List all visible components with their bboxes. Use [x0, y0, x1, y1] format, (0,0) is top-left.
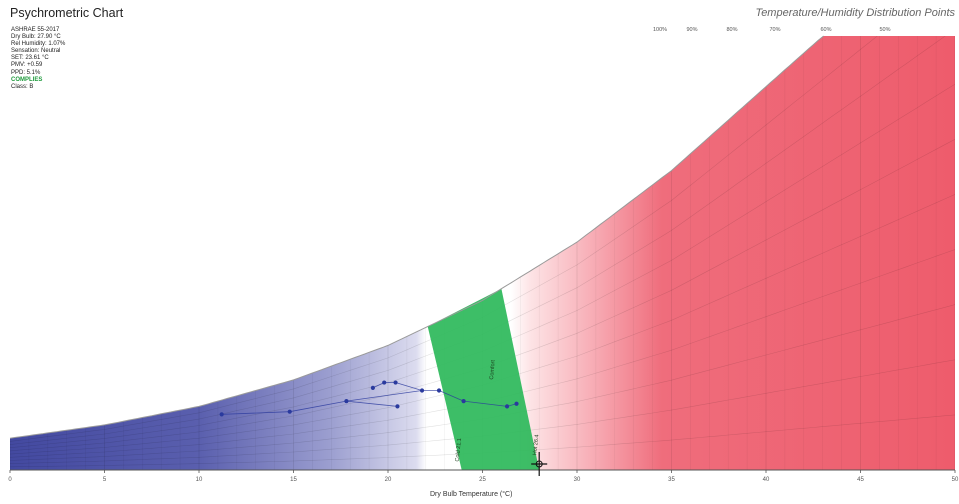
- chart-title: Psychrometric Chart: [10, 6, 124, 20]
- x-tick-label: 10: [196, 477, 203, 483]
- x-tick-label: 50: [952, 477, 959, 483]
- x-axis-label: Dry Bulb Temperature (°C): [430, 491, 513, 498]
- info-standard: ASHRAE 55-2017: [11, 27, 60, 33]
- crosshair-cursor[interactable]: [531, 452, 548, 476]
- data-point: [395, 404, 400, 409]
- rh-label: 100%: [653, 27, 667, 33]
- zone-label: Cold 21.1: [455, 438, 463, 462]
- chart-subtitle: Temperature/Humidity Distribution Points: [755, 7, 955, 19]
- data-point: [382, 380, 387, 385]
- psychrometric-area: [10, 36, 955, 470]
- zone-label: Comfort: [489, 359, 497, 379]
- data-point: [393, 380, 398, 385]
- comfort-info-panel: ASHRAE 55-2017 Dry Bulb: 27.90 °C Rel Hu…: [11, 27, 65, 91]
- x-tick-label: 15: [290, 477, 297, 483]
- x-tick-label: 40: [763, 477, 770, 483]
- rh-label: 60%: [820, 27, 831, 33]
- point-connector: [346, 400, 398, 407]
- point-connector: [221, 411, 290, 415]
- info-class: Class: B: [11, 83, 34, 90]
- rh-label: 90%: [686, 27, 697, 33]
- x-tick-label: 35: [668, 477, 675, 483]
- info-set: SET: 23.61 °C: [11, 55, 49, 62]
- data-point: [219, 412, 224, 417]
- x-axis-ticks: 0 5 10 15 20 25 30 35 40 45 50: [8, 470, 959, 483]
- data-point: [344, 399, 349, 404]
- point-connector: [438, 390, 464, 402]
- info-pmv: PMV: +0.59: [11, 62, 43, 69]
- data-point: [436, 388, 442, 393]
- zone-label: Hot 26.4: [532, 434, 540, 455]
- point-connector: [346, 390, 423, 402]
- info-ppd: PPD: 5.1%: [11, 69, 41, 76]
- data-point: [461, 399, 466, 404]
- info-dry-bulb: Dry Bulb: 27.90 °C: [11, 34, 61, 41]
- comfort-zone: [427, 288, 540, 470]
- rh-labels: 100% 90% 80% 70% 60% 50%: [653, 27, 891, 33]
- data-point: [287, 409, 292, 414]
- data-point: [514, 401, 519, 406]
- rh-label: 80%: [726, 27, 737, 33]
- x-tick-label: 45: [857, 477, 864, 483]
- info-sensation: Sensation: Neutral: [11, 48, 61, 55]
- saturation-curve: [9, 35, 824, 439]
- info-compliance-status: COMPLIES: [11, 76, 43, 83]
- x-tick-label: 0: [8, 477, 12, 483]
- data-point: [504, 404, 510, 409]
- data-points: [219, 380, 519, 417]
- point-connector: [289, 400, 347, 413]
- comfort-zone-labels: Cold 21.1 Hot 26.4 Comfort: [455, 359, 541, 461]
- x-tick-label: 5: [103, 477, 107, 483]
- rh-label: 70%: [769, 27, 780, 33]
- point-connector: [463, 400, 508, 407]
- point-connector: [395, 382, 423, 391]
- rh-label: 50%: [879, 27, 890, 33]
- data-point: [370, 385, 375, 390]
- crosshair-ring: [535, 460, 543, 468]
- data-point: [419, 388, 425, 393]
- x-tick-label: 25: [479, 477, 486, 483]
- info-rel-humidity: Rel Humidity: 1.07%: [11, 41, 66, 48]
- x-tick-label: 30: [574, 477, 581, 483]
- x-tick-label: 20: [385, 477, 392, 483]
